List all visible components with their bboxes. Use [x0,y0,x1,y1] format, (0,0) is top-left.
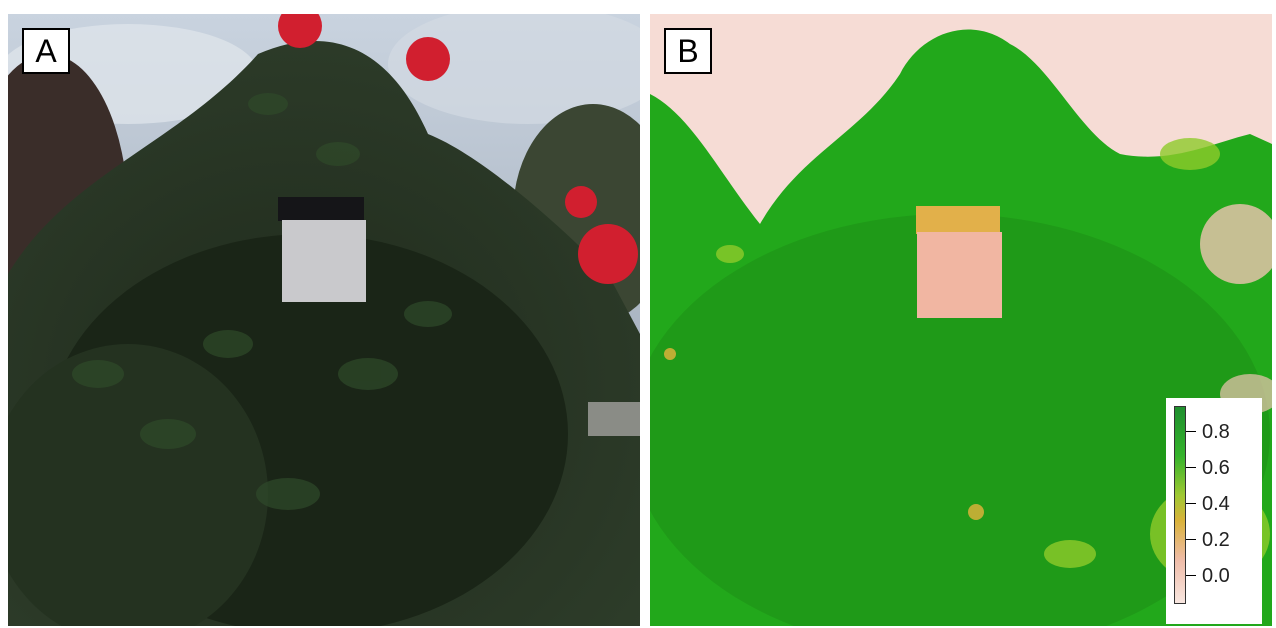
legend-label: 0.8 [1202,421,1230,443]
legend-tick [1186,575,1196,576]
legend-tick [1186,467,1196,468]
legend-tick [1186,431,1196,432]
panel-label-b: B [664,28,712,74]
legend-label: 0.4 [1202,493,1230,515]
legend-tick [1186,503,1196,504]
legend-label: 0.6 [1202,457,1230,479]
legend-label: 0.2 [1202,529,1230,551]
index-map-panel-b: B 0.8 0.6 0.4 0.2 0.0 [650,14,1272,626]
color-scale-bar [1174,406,1186,604]
panel-label-a: A [22,28,70,74]
legend-tick [1186,539,1196,540]
legend-label: 0.0 [1202,565,1230,587]
photo-panel-a: A [8,14,640,626]
rose-bush-photo [8,14,640,626]
color-scale-legend: 0.8 0.6 0.4 0.2 0.0 [1166,398,1262,624]
